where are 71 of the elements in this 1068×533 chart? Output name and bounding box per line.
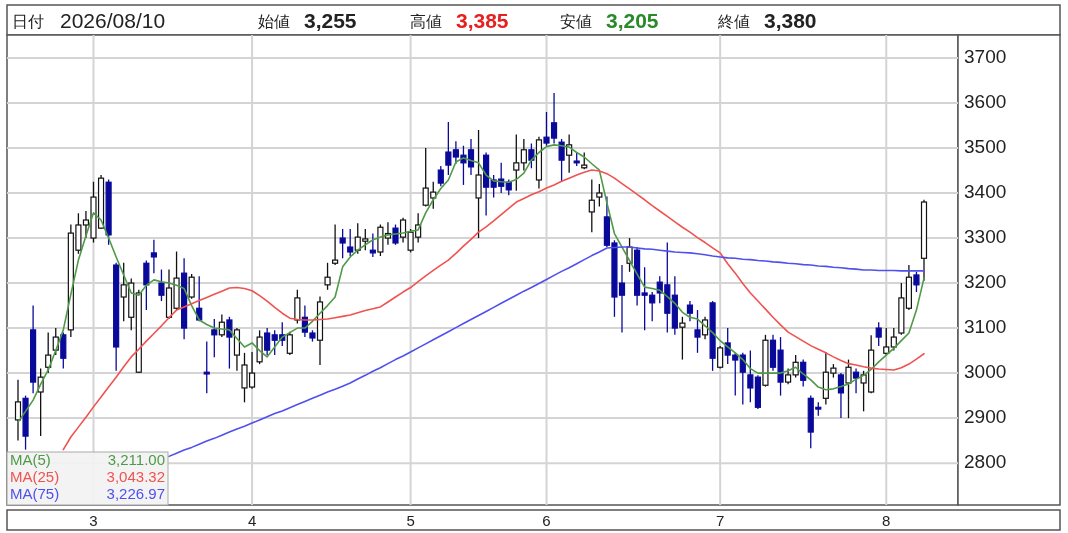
x-tick-label: 5 <box>406 512 415 529</box>
line-series <box>62 169 925 451</box>
series-label: MA(25) <box>10 468 60 486</box>
candlestick <box>369 232 376 258</box>
candlestick <box>694 309 701 354</box>
candlestick <box>475 129 482 239</box>
candlestick <box>686 300 694 322</box>
candlestick <box>324 262 331 291</box>
y-tick-label: 3700 <box>964 45 1007 67</box>
candlestick <box>883 327 890 356</box>
text: MA(5) <box>10 451 51 469</box>
annotation: 3,211.00 <box>107 451 165 469</box>
candlestick <box>845 358 852 419</box>
candlestick <box>226 316 233 370</box>
annotation: 3,226.97 <box>106 485 165 503</box>
candlestick <box>513 133 520 192</box>
candlestick <box>339 228 346 259</box>
text: 日付 <box>12 13 44 30</box>
candlestick <box>588 178 595 233</box>
candlestick <box>913 271 920 293</box>
text: 始値 <box>258 13 290 30</box>
x-tick-label: 4 <box>247 512 257 529</box>
y-tick-label: 3200 <box>964 271 1007 293</box>
candlestick <box>747 349 754 404</box>
candlestick <box>188 273 195 300</box>
candlestick <box>837 372 845 419</box>
candlestick <box>294 289 301 325</box>
line-series <box>168 246 925 458</box>
candlestick <box>158 268 165 302</box>
candlestick <box>347 228 354 257</box>
candlestick <box>852 367 860 394</box>
candlestick <box>679 316 686 361</box>
candlestick <box>596 183 603 208</box>
x-tick-label: 8 <box>882 512 891 529</box>
y-tick-label: 3600 <box>964 90 1007 112</box>
candlestick <box>143 259 150 311</box>
text: 2026/08/10 <box>60 9 166 32</box>
y-tick-label: 3300 <box>964 226 1007 248</box>
candlestick <box>60 331 67 370</box>
text: 終値 <box>717 13 750 30</box>
candlestick <box>211 318 218 358</box>
candlestick <box>332 223 339 266</box>
y-tick-label: 3400 <box>964 181 1007 203</box>
candlestick <box>558 138 565 183</box>
candlestick <box>203 340 210 394</box>
y-tick-label: 2800 <box>964 451 1007 473</box>
x-tick-label: 7 <box>715 512 725 529</box>
candlestick <box>445 121 452 176</box>
candlestick <box>717 345 724 370</box>
candlestick <box>150 239 157 274</box>
y-tick-label: 3500 <box>964 136 1007 158</box>
x-tick-label: 6 <box>542 512 551 529</box>
candlestick <box>528 142 535 169</box>
text: 高値 <box>410 13 442 30</box>
y-tick-label: 3000 <box>964 361 1007 383</box>
candlestick <box>520 138 527 172</box>
text: 3,205 <box>606 9 659 32</box>
annotation: 3,043.32 <box>106 468 165 486</box>
candlestick <box>14 379 22 442</box>
text: 3,255 <box>304 9 357 32</box>
candlestick <box>264 327 271 356</box>
y-tick-label: 3100 <box>964 316 1007 338</box>
y-tick-label: 2900 <box>964 406 1007 428</box>
text: 3,380 <box>764 9 817 32</box>
text: MA(75) <box>10 485 60 503</box>
x-tick-label: 3 <box>89 512 98 529</box>
candlestick <box>45 331 52 374</box>
candlestick <box>875 321 882 347</box>
text: 3,385 <box>456 9 509 32</box>
candlestick <box>437 165 444 187</box>
text: 安値 <box>560 13 592 30</box>
